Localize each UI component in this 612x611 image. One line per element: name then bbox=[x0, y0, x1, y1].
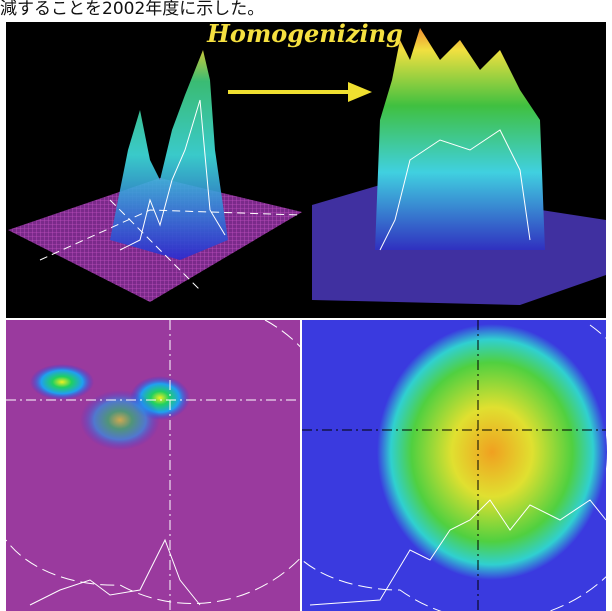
page: 減することを2002年度に示した。 Homogenizing (() => { … bbox=[0, 0, 612, 611]
figure: 減することを2002年度に示した。 Homogenizing bbox=[0, 0, 612, 611]
caption: 減することを2002年度に示した。 bbox=[0, 0, 264, 19]
spot bbox=[377, 324, 607, 580]
spot bbox=[80, 390, 160, 450]
panel-left bbox=[6, 320, 300, 611]
spot bbox=[30, 364, 94, 400]
label: Homogenizing bbox=[206, 19, 403, 48]
